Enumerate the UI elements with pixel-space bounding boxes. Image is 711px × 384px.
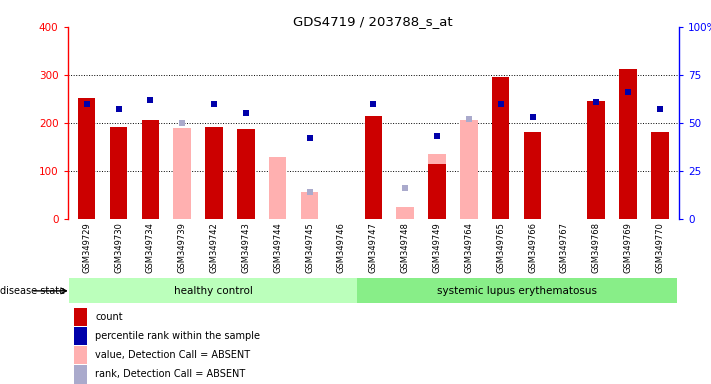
Text: GSM349742: GSM349742 <box>210 222 218 273</box>
Bar <box>269 157 287 219</box>
Text: GSM349768: GSM349768 <box>592 222 601 273</box>
Text: GSM349749: GSM349749 <box>432 222 442 273</box>
Bar <box>396 207 414 219</box>
Bar <box>237 129 255 219</box>
Text: GSM349764: GSM349764 <box>464 222 474 273</box>
Bar <box>109 127 127 219</box>
Bar <box>428 164 446 219</box>
Bar <box>74 365 87 384</box>
Bar <box>460 121 478 219</box>
Bar <box>173 127 191 219</box>
Text: GSM349729: GSM349729 <box>82 222 91 273</box>
Bar <box>428 154 446 219</box>
FancyBboxPatch shape <box>69 278 358 303</box>
Text: systemic lupus erythematosus: systemic lupus erythematosus <box>437 286 597 296</box>
Bar <box>74 327 87 345</box>
Text: GSM349746: GSM349746 <box>337 222 346 273</box>
Bar <box>74 346 87 364</box>
Text: GSM349769: GSM349769 <box>624 222 633 273</box>
Text: value, Detection Call = ABSENT: value, Detection Call = ABSENT <box>95 350 250 360</box>
Text: GDS4719 / 203788_s_at: GDS4719 / 203788_s_at <box>294 15 453 28</box>
Text: GSM349730: GSM349730 <box>114 222 123 273</box>
Text: GSM349748: GSM349748 <box>400 222 410 273</box>
Text: rank, Detection Call = ABSENT: rank, Detection Call = ABSENT <box>95 369 245 379</box>
Bar <box>587 101 605 219</box>
Bar <box>78 98 95 219</box>
Bar <box>141 121 159 219</box>
Bar <box>651 132 668 219</box>
FancyBboxPatch shape <box>358 278 678 303</box>
Text: GSM349734: GSM349734 <box>146 222 155 273</box>
Text: healthy control: healthy control <box>173 286 252 296</box>
Text: GSM349766: GSM349766 <box>528 222 537 273</box>
Text: count: count <box>95 312 123 322</box>
Bar <box>301 192 319 219</box>
Bar <box>365 116 382 219</box>
Text: GSM349743: GSM349743 <box>242 222 250 273</box>
Text: GSM349744: GSM349744 <box>273 222 282 273</box>
Bar <box>205 127 223 219</box>
Text: GSM349770: GSM349770 <box>656 222 664 273</box>
Text: GSM349765: GSM349765 <box>496 222 505 273</box>
Text: disease state: disease state <box>0 286 65 296</box>
Bar <box>524 132 541 219</box>
Bar <box>619 69 637 219</box>
Bar <box>74 308 87 326</box>
Text: GSM349747: GSM349747 <box>369 222 378 273</box>
Text: GSM349745: GSM349745 <box>305 222 314 273</box>
Text: percentile rank within the sample: percentile rank within the sample <box>95 331 260 341</box>
Text: GSM349767: GSM349767 <box>560 222 569 273</box>
Bar <box>492 77 509 219</box>
Text: GSM349739: GSM349739 <box>178 222 187 273</box>
